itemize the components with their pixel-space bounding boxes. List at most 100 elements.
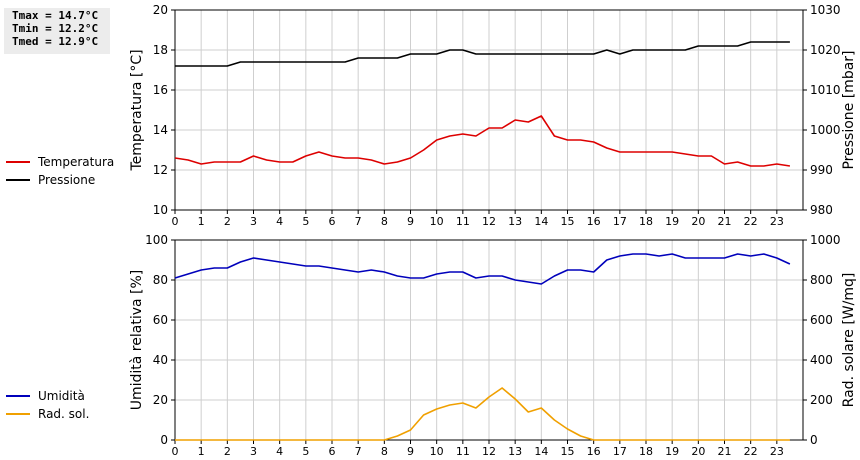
x-tick-label: 12: [482, 215, 496, 228]
x-tick-label: 20: [691, 445, 705, 458]
legend-item-pressione: Pressione: [6, 171, 114, 189]
x-tick-label: 8: [381, 215, 388, 228]
x-tick-label: 7: [355, 215, 362, 228]
legend-swatch-temperatura: [6, 161, 30, 163]
x-tick-label: 17: [613, 215, 627, 228]
x-tick-label: 23: [770, 215, 784, 228]
y2-tick-label: 600: [810, 313, 833, 327]
x-tick-label: 11: [456, 445, 470, 458]
y2-tick-label: 400: [810, 353, 833, 367]
y-tick-label: 80: [153, 273, 168, 287]
x-tick-label: 7: [355, 445, 362, 458]
legend-item-umidita: Umidità: [6, 387, 89, 405]
x-tick-label: 17: [613, 445, 627, 458]
x-tick-label: 20: [691, 215, 705, 228]
legend-bottom: Umidità Rad. sol.: [6, 387, 89, 423]
y2-tick-label: 1000: [810, 123, 841, 137]
stat-tmed: Tmed = 12.9°C: [12, 35, 99, 48]
x-tick-label: 15: [561, 445, 575, 458]
x-tick-label: 3: [250, 445, 257, 458]
x-tick-label: 6: [329, 445, 336, 458]
stat-tmin: Tmin = 12.2°C: [12, 22, 99, 35]
legend-top: Temperatura Pressione: [6, 153, 114, 189]
x-tick-label: 5: [302, 215, 309, 228]
x-tick-label: 13: [508, 445, 522, 458]
legend-label-temperatura: Temperatura: [38, 155, 115, 169]
y-tick-label: 18: [153, 43, 168, 57]
y-tick-label: 20: [153, 393, 168, 407]
x-tick-label: 16: [587, 215, 601, 228]
x-tick-label: 15: [561, 215, 575, 228]
x-tick-label: 14: [534, 215, 548, 228]
x-tick-label: 21: [718, 215, 732, 228]
plot-frame: [174, 9, 804, 211]
x-tick-label: 4: [276, 445, 283, 458]
x-tick-label: 9: [407, 215, 414, 228]
x-tick-label: 6: [329, 215, 336, 228]
x-tick-label: 11: [456, 215, 470, 228]
x-tick-label: 1: [198, 215, 205, 228]
legend-label-rad-sol: Rad. sol.: [38, 407, 90, 421]
x-tick-label: 23: [770, 445, 784, 458]
x-tick-label: 19: [665, 445, 679, 458]
x-tick-label: 10: [430, 215, 444, 228]
x-tick-label: 14: [534, 445, 548, 458]
x-tick-label: 2: [224, 215, 231, 228]
y-axis-label: Umidità relativa [%]: [129, 270, 145, 411]
y-tick-label: 40: [153, 353, 168, 367]
x-tick-label: 13: [508, 215, 522, 228]
x-tick-label: 1: [198, 445, 205, 458]
y2-tick-label: 1030: [810, 3, 841, 17]
y2-tick-label: 200: [810, 393, 833, 407]
x-tick-label: 8: [381, 445, 388, 458]
chart-panel-2: 0 1 2 3 4 5 6 7 8 9 10 11 12 13 14 15 16 17 18 19 20 21 22 230 0…: [129, 233, 857, 458]
legend-item-temperatura: Temperatura: [6, 153, 114, 171]
stats-box: Tmax = 14.7°C Tmin = 12.2°C Tmed = 12.9°…: [4, 8, 110, 54]
y-tick-label: 16: [153, 83, 168, 97]
x-tick-label: 22: [744, 445, 758, 458]
x-tick-label: 12: [482, 445, 496, 458]
stat-tmax: Tmax = 14.7°C: [12, 9, 99, 22]
y2-tick-label: 800: [810, 273, 833, 287]
y-tick-label: 12: [153, 163, 168, 177]
x-tick-label: 22: [744, 215, 758, 228]
legend-swatch-rad-sol: [6, 413, 30, 415]
x-tick-label: 0: [172, 215, 179, 228]
x-tick-label: 18: [639, 445, 653, 458]
y2-tick-label: 1000: [810, 233, 841, 247]
y-tick-label: 14: [153, 123, 168, 137]
x-tick-label: 0: [172, 445, 179, 458]
y2-axis-label: Rad. solare [W/mq]: [841, 273, 857, 408]
x-tick-label: 19: [665, 215, 679, 228]
y-tick-label: 0: [160, 433, 168, 447]
plot-frame: [174, 239, 804, 441]
y-tick-label: 100: [145, 233, 168, 247]
x-tick-label: 9: [407, 445, 414, 458]
series-line-umidit: [174, 253, 791, 285]
y-axis-label: Temperatura [°C]: [129, 49, 145, 171]
x-tick-label: 16: [587, 445, 601, 458]
series-line-rad-sol: [175, 387, 790, 441]
legend-item-rad-sol: Rad. sol.: [6, 405, 89, 423]
x-tick-label: 5: [302, 445, 309, 458]
y-tick-label: 10: [153, 203, 168, 217]
x-tick-label: 2: [224, 445, 231, 458]
legend-swatch-umidita: [6, 395, 30, 397]
y2-tick-label: 0: [810, 433, 818, 447]
y-tick-label: 60: [153, 313, 168, 327]
x-tick-label: 4: [276, 215, 283, 228]
series-line-pressione: [175, 41, 790, 67]
series-line-temperatura: [174, 115, 791, 167]
legend-label-umidita: Umidità: [38, 389, 85, 403]
x-tick-label: 3: [250, 215, 257, 228]
y2-tick-label: 990: [810, 163, 833, 177]
y2-tick-label: 980: [810, 203, 833, 217]
y2-axis-label: Pressione [mbar]: [841, 50, 857, 169]
x-tick-label: 10: [430, 445, 444, 458]
x-tick-label: 21: [718, 445, 732, 458]
legend-swatch-pressione: [6, 179, 30, 181]
x-tick-label: 18: [639, 215, 653, 228]
legend-label-pressione: Pressione: [38, 173, 96, 187]
y-tick-label: 20: [153, 3, 168, 17]
